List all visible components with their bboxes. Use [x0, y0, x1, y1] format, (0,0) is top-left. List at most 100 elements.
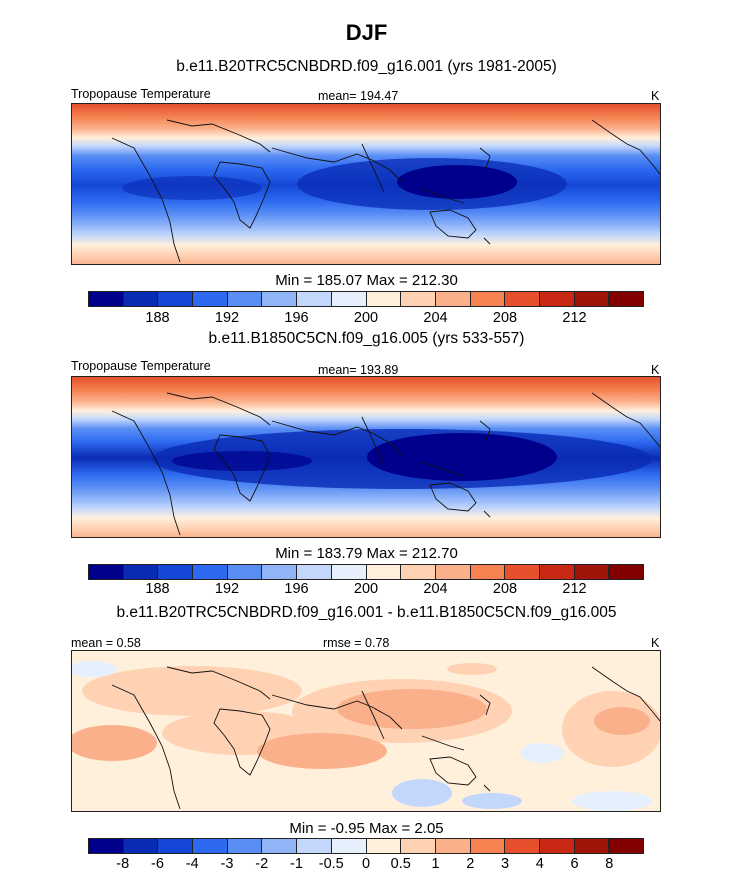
- colorbar-swatch: [297, 292, 332, 306]
- colorbar-swatch: [574, 839, 610, 853]
- panel3-mean-label: mean = 0.58: [71, 636, 141, 650]
- colorbar-tick-label: 192: [214, 581, 240, 597]
- colorbar-swatch: [435, 565, 471, 579]
- colorbar-swatch: [193, 839, 228, 853]
- colorbar-swatch: [609, 839, 643, 853]
- colorbar-tick-label: -0.5: [318, 856, 344, 872]
- colorbar-swatch: [123, 565, 159, 579]
- panel2-units-label: K: [651, 363, 660, 377]
- colorbar-swatch: [435, 839, 471, 853]
- colorbar-swatch: [505, 839, 540, 853]
- colorbar-swatch: [297, 565, 332, 579]
- colorbar-swatch: [158, 565, 194, 579]
- panel1-subtitle: b.e11.B20TRC5CNBDRD.f09_g16.001 (yrs 198…: [176, 58, 557, 75]
- colorbar-tick-label: 1: [431, 856, 440, 872]
- colorbar-swatch: [574, 292, 610, 306]
- colorbar-tick-label: 4: [535, 856, 544, 872]
- panel3-field: [72, 651, 660, 811]
- figure-title: DJF: [345, 20, 388, 45]
- colorbar-tick-label: 2: [466, 856, 475, 872]
- colorbar-tick-label: 200: [353, 310, 379, 326]
- colorbar-swatch: [123, 292, 159, 306]
- colorbar-tick-label: 6: [570, 856, 579, 872]
- panel3-colorbar: [88, 838, 644, 854]
- panel2-map: [71, 376, 661, 538]
- panel1-colorbar: [88, 291, 644, 307]
- panel3-colorbar-ticks: -8 -6 -4 -3 -2 -1 -0.5 0 0.5 1 2 3 4 6 8: [88, 856, 644, 874]
- colorbar-tick-label: 0: [361, 856, 371, 872]
- colorbar-tick-label: 8: [605, 856, 614, 872]
- colorbar-swatch: [193, 292, 228, 306]
- colorbar-swatch: [470, 839, 506, 853]
- colorbar-swatch: [89, 292, 124, 306]
- colorbar-swatch: [609, 292, 643, 306]
- colorbar-swatch: [331, 292, 367, 306]
- panel3-subtitle: b.e11.B20TRC5CNBDRD.f09_g16.001 - b.e11.…: [116, 604, 617, 621]
- colorbar-tick-label: -2: [255, 856, 269, 872]
- colorbar-swatch: [366, 839, 402, 853]
- panel2-variable-label: Tropopause Temperature: [71, 359, 211, 373]
- colorbar-swatch: [401, 839, 436, 853]
- colorbar-swatch: [89, 565, 124, 579]
- colorbar-swatch: [331, 565, 367, 579]
- colorbar-swatch: [262, 839, 298, 853]
- colorbar-tick-label: -1: [290, 856, 303, 872]
- panel3-minmax: Min = -0.95 Max = 2.05: [289, 820, 444, 837]
- panel2-minmax: Min = 183.79 Max = 212.70: [275, 545, 458, 562]
- colorbar-swatch: [193, 565, 228, 579]
- colorbar-swatch: [435, 292, 471, 306]
- panel1-units-label: K: [651, 89, 660, 103]
- colorbar-tick-label: 188: [145, 310, 170, 326]
- panel2-colorbar-ticks: 188 192 196 200 204 208 212: [88, 581, 644, 599]
- colorbar-tick-label: 0.5: [390, 856, 411, 872]
- colorbar-swatch: [505, 292, 540, 306]
- colorbar-swatch: [366, 565, 402, 579]
- panel1-mean-label: mean= 194.47: [318, 89, 399, 103]
- colorbar-tick-label: 212: [562, 310, 587, 326]
- colorbar-tick-label: -6: [151, 856, 164, 872]
- colorbar-tick-label: 212: [562, 581, 587, 597]
- panel1-map: [71, 103, 661, 265]
- colorbar-swatch: [366, 292, 402, 306]
- colorbar-swatch: [539, 292, 575, 306]
- colorbar-swatch: [227, 839, 263, 853]
- panel2-field: [72, 377, 660, 537]
- colorbar-tick-label: 196: [284, 310, 309, 326]
- colorbar-tick-label: 196: [284, 581, 309, 597]
- colorbar-swatch: [331, 839, 367, 853]
- colorbar-swatch: [505, 565, 540, 579]
- colorbar-tick-label: 204: [423, 310, 448, 326]
- panel3-rmse-label: rmse = 0.78: [323, 636, 390, 650]
- colorbar-tick-label: -8: [116, 856, 130, 872]
- panel2-mean-label: mean= 193.89: [318, 363, 399, 377]
- panel1-minmax: Min = 185.07 Max = 212.30: [275, 272, 458, 289]
- colorbar-swatch: [401, 292, 436, 306]
- colorbar-swatch: [262, 565, 298, 579]
- panel2-colorbar: [88, 564, 644, 580]
- panel3-units-label: K: [651, 636, 660, 650]
- colorbar-swatch: [158, 292, 194, 306]
- colorbar-swatch: [123, 839, 159, 853]
- colorbar-swatch: [609, 565, 643, 579]
- colorbar-tick-label: 3: [500, 856, 510, 872]
- panel3-map: [71, 650, 661, 812]
- colorbar-swatch: [574, 565, 610, 579]
- colorbar-swatch: [470, 292, 506, 306]
- colorbar-tick-label: -4: [185, 856, 199, 872]
- colorbar-tick-label: 208: [492, 310, 518, 326]
- panel2-subtitle: b.e11.B1850C5CN.f09_g16.005 (yrs 533-557…: [208, 330, 525, 347]
- panel1-variable-label: Tropopause Temperature: [71, 87, 211, 101]
- colorbar-tick-label: -3: [220, 856, 234, 872]
- colorbar-swatch: [539, 565, 575, 579]
- colorbar-swatch: [227, 565, 263, 579]
- colorbar-swatch: [89, 839, 124, 853]
- colorbar-tick-label: 192: [214, 310, 240, 326]
- colorbar-swatch: [227, 292, 263, 306]
- panel1-field: [72, 104, 660, 264]
- colorbar-swatch: [158, 839, 194, 853]
- colorbar-swatch: [539, 839, 575, 853]
- colorbar-tick-label: 188: [145, 581, 170, 597]
- colorbar-swatch: [401, 565, 436, 579]
- colorbar-tick-label: 204: [423, 581, 448, 597]
- colorbar-swatch: [262, 292, 298, 306]
